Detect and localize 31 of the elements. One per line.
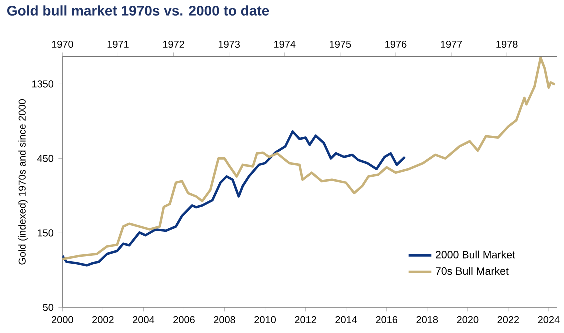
line-series — [62, 130, 406, 267]
chart-title: Gold bull market 1970s vs. 2000 to date — [8, 6, 270, 16]
x-tick-label: 2014 — [336, 316, 358, 324]
x2-tick-label: 1974 — [274, 40, 296, 48]
y-tick-label: 50 — [43, 304, 54, 312]
y-axis-title: Gold (indexed) 1970s and since 2000 — [18, 100, 28, 265]
x-tick-label: 2006 — [174, 316, 195, 324]
x-tick-label: 2022 — [498, 316, 520, 324]
x2-tick-label: 1975 — [330, 40, 352, 48]
x-tick-label: 2004 — [133, 316, 155, 324]
x-tick-label: 2010 — [254, 316, 276, 324]
x-tick-label: 2018 — [416, 316, 438, 324]
legend-label: 2000 Bull Market — [436, 250, 516, 259]
y-tick-label: 1350 — [32, 80, 54, 88]
x2-tick-label: 1973 — [218, 40, 240, 48]
x-tick-label: 2012 — [295, 316, 316, 324]
x-tick-label: 2000 — [52, 316, 74, 324]
x-tick-label: 2016 — [376, 316, 398, 324]
x2-tick-label: 1971 — [108, 40, 129, 48]
y-tick-label: 150 — [38, 230, 54, 237]
x-tick-label: 2024 — [538, 316, 560, 324]
legend-label: 70s Bull Market — [436, 267, 509, 276]
x-tick-label: 2002 — [92, 316, 114, 324]
x-tick-label: 2020 — [457, 316, 479, 324]
x2-tick-label: 1976 — [386, 40, 407, 48]
x2-tick-label: 1978 — [496, 40, 518, 48]
y-tick-label: 450 — [38, 155, 54, 162]
x2-tick-label: 1970 — [52, 40, 74, 48]
x2-tick-label: 1977 — [441, 40, 462, 48]
x2-tick-label: 1972 — [163, 40, 184, 48]
x-tick-label: 2008 — [214, 316, 236, 324]
